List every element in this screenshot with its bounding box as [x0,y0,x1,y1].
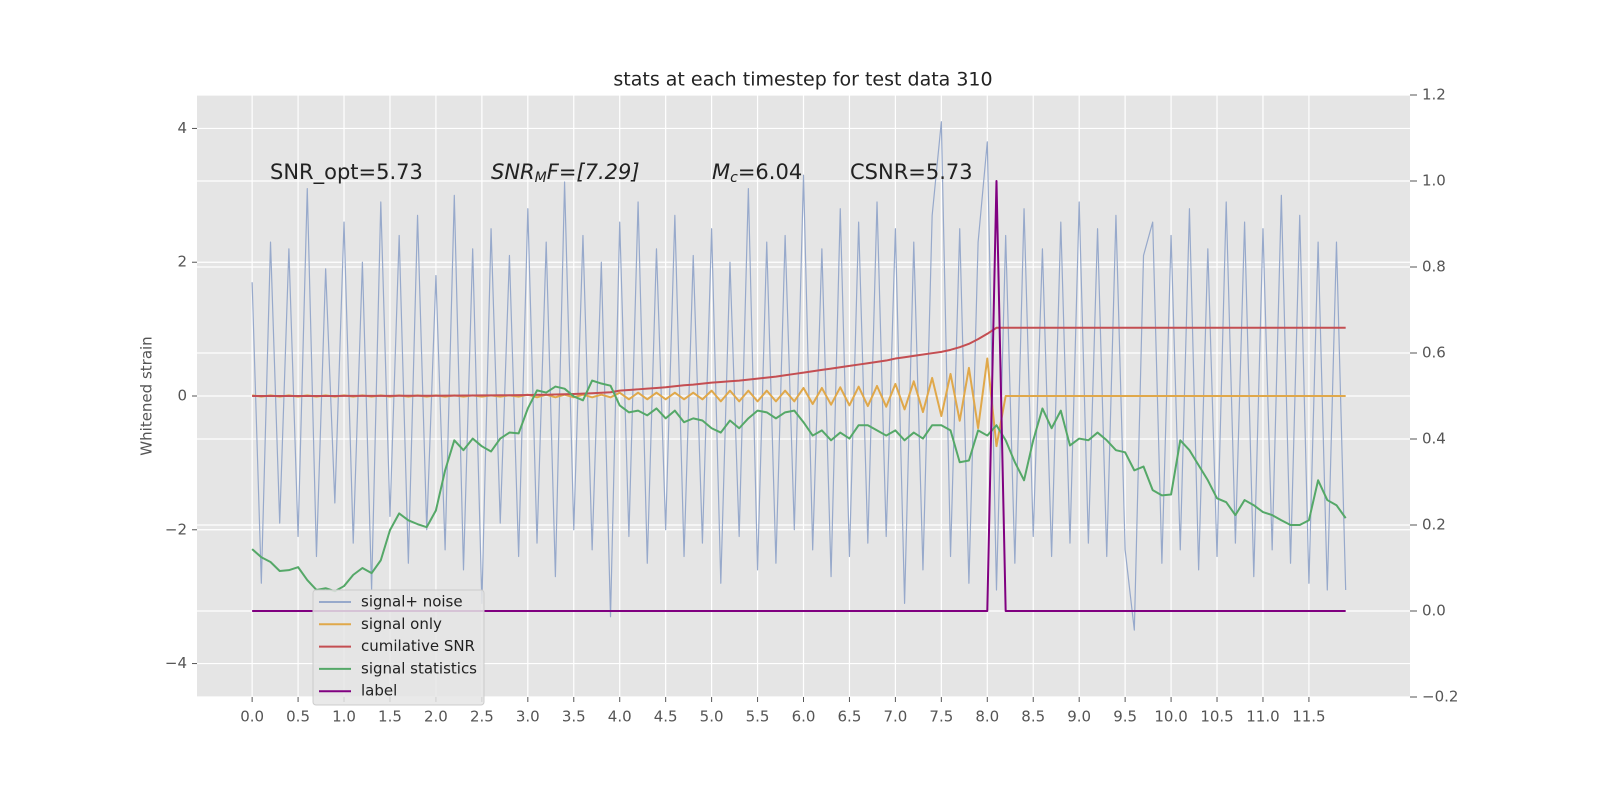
x-tick-label: 3.5 [562,708,586,726]
y2-tick-label: 0.2 [1422,516,1446,534]
legend-label: signal only [361,615,442,633]
annotation: Mc=6.04 [712,160,802,186]
x-tick-label: 8.5 [1021,708,1045,726]
legend: signal+ noise signal only cumilative SNR si… [312,589,485,706]
x-tick-label: 5.0 [700,708,724,726]
x-tick-label: 0.0 [240,708,264,726]
series-line [252,326,1346,397]
x-tick-label: 4.0 [608,708,632,726]
x-tick-label: 2.0 [424,708,448,726]
x-tick-label: 11.0 [1246,708,1279,726]
y-tick-label: 0 [177,387,187,405]
x-tick-label: 4.5 [654,708,678,726]
y2-tick-label: 0.4 [1422,430,1446,448]
y2-tick-label: 1.2 [1422,86,1446,104]
annotation: SNRMF=[7.29] [491,160,640,186]
x-tick-label: 7.0 [883,708,907,726]
x-tick-label: 2.5 [470,708,494,726]
annotation: CSNR=5.73 [850,160,973,184]
y-tick-label: −2 [165,520,187,538]
x-tick-label: 5.5 [746,708,770,726]
x-tick-label: 11.5 [1292,708,1325,726]
y2-tick-label: −0.2 [1422,688,1458,706]
x-tick-label: 6.0 [792,708,816,726]
annotation: SNR_opt=5.73 [270,160,423,185]
x-tick-label: 0.5 [286,708,310,726]
legend-label: signal+ noise [361,593,463,611]
y-axis-label: Whitened strain [138,336,156,455]
series-line [251,121,1347,631]
x-tick-label: 1.0 [332,708,356,726]
y2-tick-label: 0.8 [1422,258,1446,276]
legend-label: signal statistics [361,659,477,677]
annotation-sub: c [730,170,738,186]
series-layer [251,121,1347,631]
x-tick-label: 10.5 [1200,708,1233,726]
x-tick-label: 9.5 [1113,708,1137,726]
chart-title: stats at each timestep for test data 310 [613,69,992,91]
legend-box [312,589,485,706]
axes: 0.0 0.5 1.0 1.5 2.0 2.5 3.0 3.5 4.0 4.5 5.0 5.5 6.0 6… [165,86,1459,726]
annotation-part: M [712,160,730,184]
y2-tick-label: 0.0 [1422,602,1446,620]
annotation-part: SNR [491,160,535,184]
x-tick-label: 7.5 [929,708,953,726]
annotation-part: F=[7.29] [547,160,640,184]
legend-label: cumilative SNR [361,637,475,655]
legend-label: label [361,682,397,700]
y2-tick-label: 1.0 [1422,172,1446,190]
y-tick-label: 2 [177,253,187,271]
x-tick-label: 9.0 [1067,708,1091,726]
x-tick-label: 3.0 [516,708,540,726]
series-line [251,379,1347,593]
y-tick-label: 4 [177,119,187,137]
annotation-sub: M [535,170,547,186]
y2-tick-label: 0.6 [1422,344,1446,362]
x-tick-label: 1.5 [378,708,402,726]
annotation-part: =6.04 [738,160,802,184]
x-tick-label: 6.5 [838,708,862,726]
x-tick-label: 10.0 [1154,708,1187,726]
y-tick-label: −4 [165,654,187,672]
x-tick-label: 8.0 [975,708,999,726]
